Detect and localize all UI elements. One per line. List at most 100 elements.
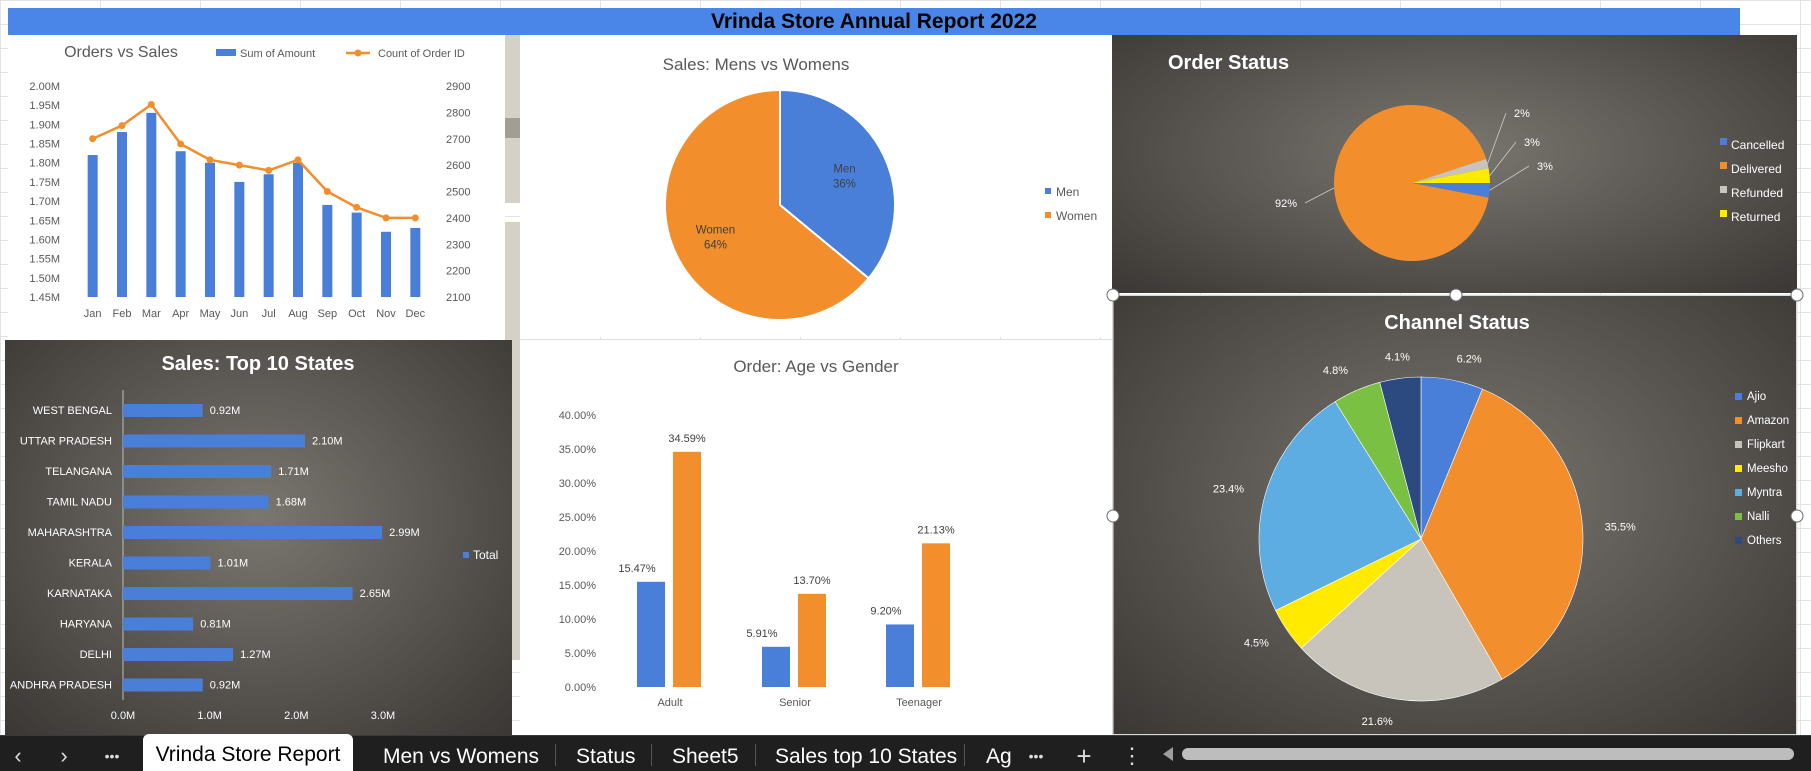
resize-handle[interactable] — [1106, 509, 1120, 523]
y-tick-label: HARYANA — [60, 619, 113, 631]
pie-value-label: 3% — [1537, 161, 1553, 173]
y-tick-label: 40.00% — [559, 410, 597, 422]
y-left-tick-label: 1.50M — [29, 273, 60, 285]
resize-handle[interactable] — [1790, 288, 1804, 302]
legend-swatch — [1735, 393, 1742, 400]
bar-value-label: 0.92M — [210, 680, 241, 692]
tab-sheet5[interactable]: Sheet5 — [672, 745, 739, 768]
bar-value-label: 0.81M — [200, 619, 231, 631]
pie-slice-others — [1379, 376, 1422, 540]
y-tick-label: 0.00% — [565, 682, 596, 694]
legend-swatch — [1045, 212, 1051, 218]
legend-label: Nalli — [1747, 511, 1769, 523]
resize-handle[interactable] — [1790, 509, 1804, 523]
legend-swatch — [1720, 138, 1727, 145]
bar-sum-of-amount — [234, 181, 245, 297]
bar-value-label: 1.01M — [218, 558, 249, 570]
pie-value-label: 64% — [704, 239, 727, 251]
bar-men — [886, 624, 914, 687]
legend-label: Returned — [1731, 210, 1780, 224]
y-tick-label: 20.00% — [559, 546, 597, 558]
legend-swatch — [1735, 537, 1742, 544]
legend-swatch — [1735, 489, 1742, 496]
tab-men-vs-womens[interactable]: Men vs Womens — [383, 745, 539, 768]
tab-status[interactable]: Status — [576, 745, 636, 768]
bar-sum-of-amount — [293, 162, 303, 297]
chart-title: Sales: Mens vs Womens — [663, 55, 850, 74]
x-tick-label: 0.0M — [111, 710, 135, 722]
more-tabs-button[interactable]: ••• — [1028, 748, 1044, 764]
pie-slice-cancelled — [1412, 183, 1490, 198]
order-status-chart[interactable]: Order Status 3% 92% 2% 3% Cancelled Delivered R… — [1112, 35, 1797, 293]
x-tick-label: Sep — [318, 308, 338, 320]
bar-value-label: 5.91% — [746, 628, 777, 640]
pie-value-label: 3% — [1524, 137, 1540, 149]
point-count-of-order-id — [382, 214, 390, 222]
top-states-chart[interactable]: Sales: Top 10 States WEST BENGAL 0.92M UTTA… — [5, 340, 512, 735]
legend-label: Ajio — [1747, 391, 1766, 403]
next-sheet-button[interactable]: › — [60, 743, 68, 768]
sheet-tab-bar: ‹ › ••• Vrinda Store Report Men vs Women… — [0, 734, 1811, 771]
orders-vs-sales-chart[interactable]: Orders vs Sales Sum of Amount Count of Ord… — [8, 35, 505, 340]
legend-label: Men — [1056, 185, 1079, 199]
point-count-of-order-id — [323, 188, 331, 195]
age-gender-chart[interactable]: Order: Age vs Gender 40.00% 35.00% 30.00% 25… — [520, 339, 1112, 735]
bar-men — [637, 581, 665, 687]
selection-handles — [1106, 288, 1804, 736]
pie-label: Women — [696, 224, 735, 236]
resize-handle[interactable] — [1449, 288, 1463, 302]
pie-value-label: 6.2% — [1457, 353, 1482, 365]
leader-line — [1489, 141, 1517, 176]
mens-womens-chart[interactable]: Sales: Mens vs Womens Men 36% Men Women 64% Wo… — [520, 35, 1112, 337]
pie-slice-returned — [1412, 168, 1490, 183]
horizontal-scrollbar[interactable] — [1182, 748, 1794, 760]
bar-state — [123, 617, 194, 631]
y-right-tick-label: 2300 — [446, 239, 470, 251]
pie-value-label: 35.5% — [1605, 522, 1636, 534]
legend-swatch-sum-of-amount — [216, 49, 236, 56]
bar-value-label: 0.92M — [210, 405, 241, 417]
leader-line — [1487, 112, 1507, 164]
sheet-options-button[interactable]: ⋮ — [1121, 743, 1143, 768]
tab-ag[interactable]: Ag — [986, 745, 1012, 768]
y-right-tick-label: 2100 — [446, 292, 470, 304]
x-tick-label: Jan — [84, 308, 102, 320]
legend-swatch — [1720, 210, 1727, 217]
scroll-left-arrow[interactable] — [1163, 747, 1173, 761]
legend-swatch — [1720, 162, 1727, 169]
bar-women — [922, 543, 950, 687]
bar-value-label: 34.59% — [668, 433, 706, 445]
age-gender-svg: Order: Age vs Gender 40.00% 35.00% 30.00% 25… — [559, 357, 955, 709]
bar-sum-of-amount — [205, 162, 215, 297]
pie-value-label: 4.5% — [1244, 638, 1269, 650]
x-tick-label: 2.0M — [284, 710, 308, 722]
x-tick-label: Teenager — [896, 697, 942, 709]
y-right-tick-label: 2800 — [446, 107, 470, 119]
legend-label: Total — [473, 548, 498, 562]
y-tick-label: 15.00% — [559, 580, 597, 592]
tab-vrinda-store-report[interactable]: Vrinda Store Report — [143, 734, 353, 771]
pie-slice-amazon — [1420, 388, 1584, 680]
y-left-tick-label: 1.90M — [29, 119, 60, 131]
more-sheets-button[interactable]: ••• — [104, 748, 120, 764]
x-tick-label: Aug — [288, 308, 308, 320]
channel-status-chart[interactable]: Channel Status 6.2% Ajio 35.5% Amazon 21.6% Fl… — [1112, 295, 1797, 735]
resize-handle[interactable] — [1106, 288, 1120, 302]
x-tick-label: Feb — [113, 308, 132, 320]
x-tick-label: May — [200, 308, 221, 320]
legend-label: Cancelled — [1731, 138, 1784, 152]
y-left-tick-label: 1.60M — [29, 234, 60, 246]
add-sheet-button[interactable]: + — [1076, 741, 1092, 771]
bar-sum-of-amount — [87, 155, 98, 297]
legend-label: Flipkart — [1747, 439, 1786, 451]
bar-state — [123, 556, 211, 570]
y-left-tick-label: 1.55M — [29, 254, 60, 266]
legend-label: Others — [1747, 535, 1782, 547]
tab-sales-top-10-states[interactable]: Sales top 10 States — [775, 745, 958, 768]
pie-value-label: 36% — [833, 179, 856, 191]
scroll-thumb[interactable] — [505, 118, 520, 138]
point-count-of-order-id — [89, 135, 97, 143]
y-right-tick-label: 2700 — [446, 134, 470, 146]
prev-sheet-button[interactable]: ‹ — [14, 743, 22, 768]
